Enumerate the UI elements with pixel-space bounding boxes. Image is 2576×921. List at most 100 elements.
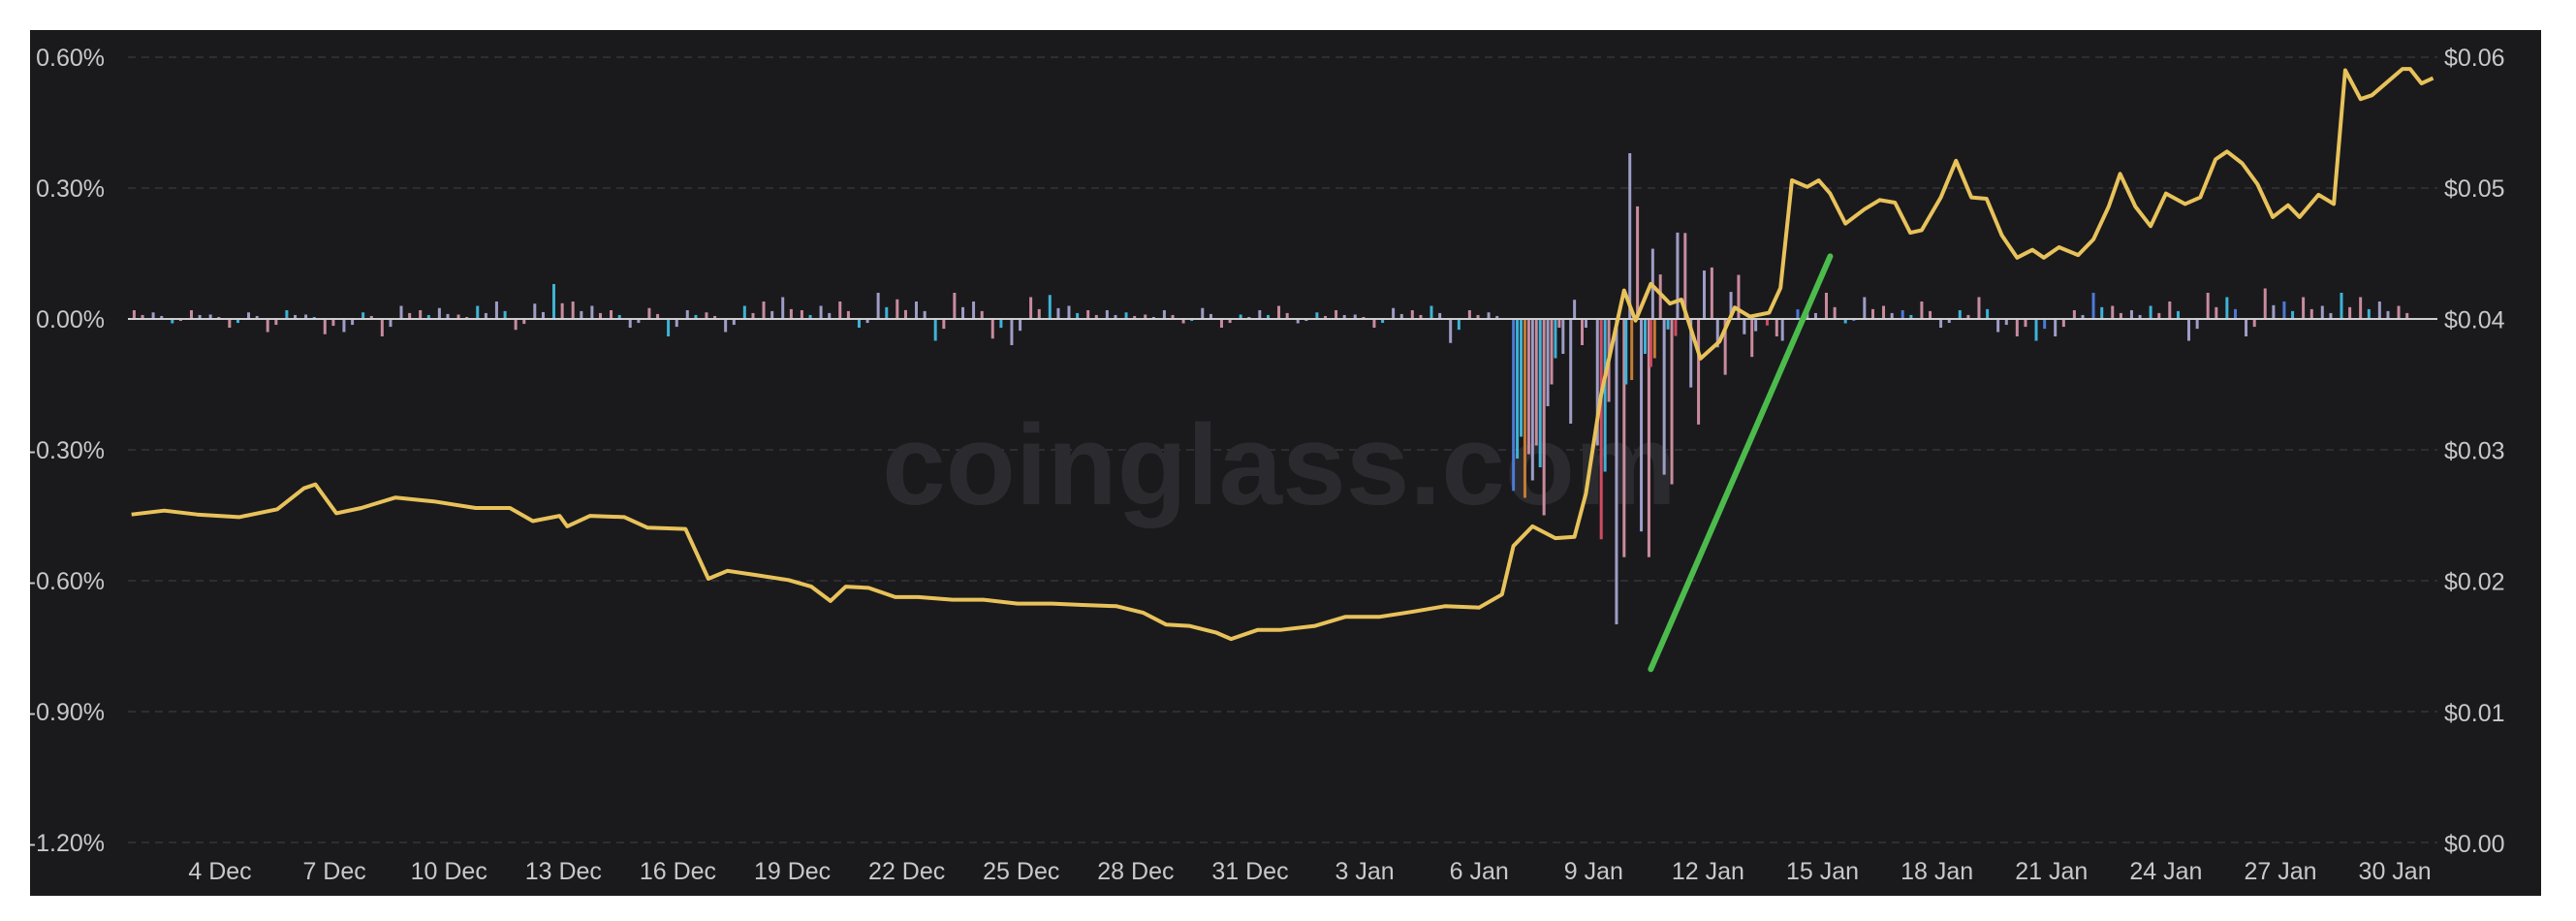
funding-bar (610, 310, 613, 319)
funding-bar (2245, 319, 2248, 336)
funding-bar (1094, 314, 1098, 319)
funding-bar (1133, 315, 1137, 319)
funding-bar (399, 305, 403, 319)
right-tick-label: $0.02 (2444, 569, 2505, 596)
funding-bar (1863, 297, 1867, 319)
x-tick-label: 12 Jan (1672, 858, 1744, 885)
funding-bar (1228, 319, 1232, 324)
funding-bar (2015, 319, 2019, 336)
funding-bar (342, 319, 346, 333)
funding-bar (1750, 319, 1754, 358)
funding-bar (990, 319, 994, 339)
x-tick-label: 6 Jan (1450, 858, 1509, 885)
right-tick-label: $0.01 (2444, 700, 2505, 727)
funding-bar (247, 312, 251, 319)
funding-bar (2302, 297, 2306, 319)
funding-bar (426, 314, 430, 319)
funding-bar (1534, 319, 1538, 446)
funding-bar (331, 319, 335, 327)
funding-bar (1882, 305, 1886, 319)
funding-bar (1890, 312, 1894, 319)
funding-bar (781, 297, 785, 319)
funding-bar (1399, 313, 1403, 319)
funding-bar (255, 315, 259, 319)
funding-bar (2054, 319, 2058, 336)
right-tick-label: $0.05 (2444, 175, 2505, 203)
funding-bar (1457, 319, 1461, 331)
funding-bar (2263, 288, 2267, 319)
funding-bar (1526, 319, 1530, 455)
funding-bar (590, 305, 594, 319)
funding-bar (274, 319, 278, 326)
funding-bar (1662, 319, 1666, 475)
funding-bar (915, 302, 919, 319)
funding-bar (1996, 319, 2000, 333)
funding-bar (808, 314, 812, 319)
funding-bar (1151, 316, 1155, 319)
funding-bar (389, 319, 393, 328)
funding-bar (2072, 310, 2076, 319)
funding-bar (580, 310, 583, 319)
funding-bar (1520, 319, 1524, 437)
funding-bar (1683, 233, 1687, 319)
funding-bar (1909, 314, 1913, 319)
right-axis: $0.06 $0.05 $0.04 $0.03 $0.02 $0.01 $0.00 (2444, 45, 2505, 858)
x-tick-label: 19 Dec (754, 858, 831, 885)
funding-bar (1315, 312, 1319, 319)
funding-bar (446, 313, 450, 319)
funding-bar (1546, 319, 1550, 406)
trendline-annotation (1648, 253, 1834, 673)
funding-bar (1487, 312, 1491, 319)
funding-bar (2272, 304, 2276, 319)
funding-bar (2176, 310, 2180, 319)
funding-bar (1037, 308, 1041, 319)
funding-bar (1643, 319, 1647, 354)
funding-bar (1324, 315, 1328, 319)
funding-bar (228, 319, 232, 328)
funding-bar (1920, 302, 1924, 319)
funding-bar (503, 310, 507, 319)
funding-bar (1986, 308, 1990, 319)
funding-bar (1775, 319, 1778, 336)
funding-bar (1239, 314, 1242, 319)
funding-bar (732, 319, 736, 326)
funding-bar (1381, 319, 1385, 324)
funding-bar (1929, 310, 1932, 319)
funding-bar (408, 312, 412, 319)
funding-bar (419, 310, 423, 319)
left-tick-label: -0.90% (30, 699, 105, 726)
right-tick-label: $0.03 (2444, 437, 2505, 464)
x-tick-label: 16 Dec (640, 858, 716, 885)
funding-bar (742, 305, 746, 319)
funding-bar (675, 319, 678, 328)
x-axis: 4 Dec 7 Dec 10 Dec 13 Dec 16 Dec 19 Dec 22 Dec… (188, 858, 2431, 885)
funding-bar (437, 307, 441, 319)
funding-bar (828, 312, 832, 319)
funding-bar (1780, 319, 1784, 341)
funding-bar (2024, 319, 2027, 328)
funding-bar (762, 302, 766, 319)
funding-bar (667, 319, 671, 336)
funding-bar (1105, 310, 1109, 319)
funding-bar (1676, 232, 1680, 319)
funding-bar (571, 302, 575, 319)
funding-bar (1557, 319, 1561, 328)
funding-bar (151, 312, 155, 319)
funding-bar (1737, 274, 1741, 319)
funding-bar (1209, 313, 1212, 319)
funding-bar (2234, 308, 2238, 319)
funding-bar (999, 319, 1003, 329)
funding-bar (2309, 308, 2313, 319)
funding-bar (980, 310, 984, 319)
funding-bar (903, 309, 907, 319)
funding-bar (351, 319, 355, 326)
funding-bar (1266, 314, 1270, 319)
funding-bar (1824, 293, 1828, 319)
funding-bar (2119, 312, 2122, 319)
funding-bar (484, 312, 487, 319)
funding-bar (1852, 319, 1856, 322)
funding-bar (1495, 315, 1499, 319)
funding-bar (2061, 319, 2065, 328)
funding-bar (1467, 310, 1471, 319)
x-tick-label: 25 Dec (983, 858, 1059, 885)
